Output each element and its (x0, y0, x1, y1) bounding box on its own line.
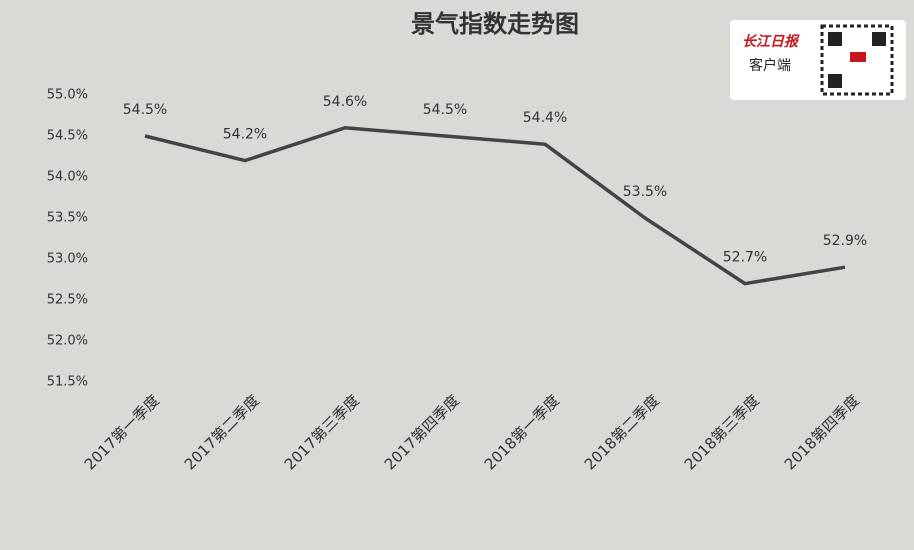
value-label: 53.5% (623, 184, 667, 200)
watermark-brand: 长江日报 (742, 33, 800, 50)
value-label: 54.6% (323, 94, 367, 110)
value-label: 52.7% (723, 250, 767, 266)
qr-corner (828, 74, 842, 88)
watermark: 长江日报 客户端 (730, 20, 906, 100)
qr-corner (872, 32, 886, 46)
value-label: 54.4% (523, 110, 567, 126)
y-tick-label: 54.0% (47, 170, 88, 185)
y-tick-label: 52.5% (47, 293, 88, 308)
value-label: 54.2% (223, 127, 267, 143)
qr-corner (828, 32, 842, 46)
y-tick-label: 53.0% (47, 252, 88, 267)
y-tick-label: 55.0% (47, 88, 88, 103)
y-tick-label: 54.5% (47, 129, 88, 144)
watermark-caption: 客户端 (749, 57, 791, 74)
line (144, 126, 846, 286)
value-label: 52.9% (823, 233, 867, 249)
y-tick-label: 51.5% (47, 375, 88, 390)
y-tick-label: 53.5% (47, 211, 88, 226)
chart-title: 景气指数走势图 (411, 10, 579, 38)
y-tick-label: 52.0% (47, 334, 88, 349)
value-label: 54.5% (423, 102, 467, 118)
qr-logo (850, 52, 866, 62)
value-label: 54.5% (123, 102, 167, 118)
